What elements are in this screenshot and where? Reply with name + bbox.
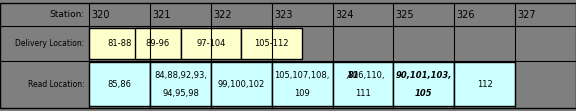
Bar <box>454 62 515 106</box>
Bar <box>89 62 150 106</box>
Text: 89-96: 89-96 <box>146 39 170 48</box>
Text: 99,100,102: 99,100,102 <box>218 80 265 89</box>
Bar <box>135 28 180 59</box>
Text: 111: 111 <box>355 89 371 98</box>
Text: 81-88: 81-88 <box>108 39 132 48</box>
Text: Station:: Station: <box>50 10 85 19</box>
Bar <box>211 62 272 106</box>
Text: 90,101,103,: 90,101,103, <box>396 71 452 80</box>
Text: 325: 325 <box>396 10 414 20</box>
Text: 81: 81 <box>348 71 359 80</box>
Text: 326: 326 <box>457 10 475 20</box>
Text: 97-104: 97-104 <box>196 39 226 48</box>
Text: 112: 112 <box>477 80 492 89</box>
Text: 327: 327 <box>517 10 536 20</box>
Text: 94,95,98: 94,95,98 <box>162 89 199 98</box>
Text: 320: 320 <box>92 10 110 20</box>
Bar <box>332 62 393 106</box>
Bar <box>150 62 211 106</box>
Bar <box>241 28 302 59</box>
Text: 84,88,92,93,: 84,88,92,93, <box>154 71 207 80</box>
Text: 105: 105 <box>415 89 433 98</box>
Text: 105,107,108,: 105,107,108, <box>275 71 330 80</box>
Bar <box>89 28 150 59</box>
Text: 323: 323 <box>274 10 293 20</box>
Bar <box>272 62 332 106</box>
Bar <box>393 62 454 106</box>
Text: 109: 109 <box>294 89 310 98</box>
Text: ,106,110,: ,106,110, <box>346 71 385 80</box>
Text: 322: 322 <box>213 10 232 20</box>
Text: 105-112: 105-112 <box>255 39 289 48</box>
Text: 321: 321 <box>153 10 171 20</box>
Text: 324: 324 <box>335 10 354 20</box>
Text: 85,86: 85,86 <box>108 80 132 89</box>
Bar <box>180 28 241 59</box>
Text: Delivery Location:: Delivery Location: <box>16 39 85 48</box>
Text: Read Location:: Read Location: <box>28 80 85 89</box>
